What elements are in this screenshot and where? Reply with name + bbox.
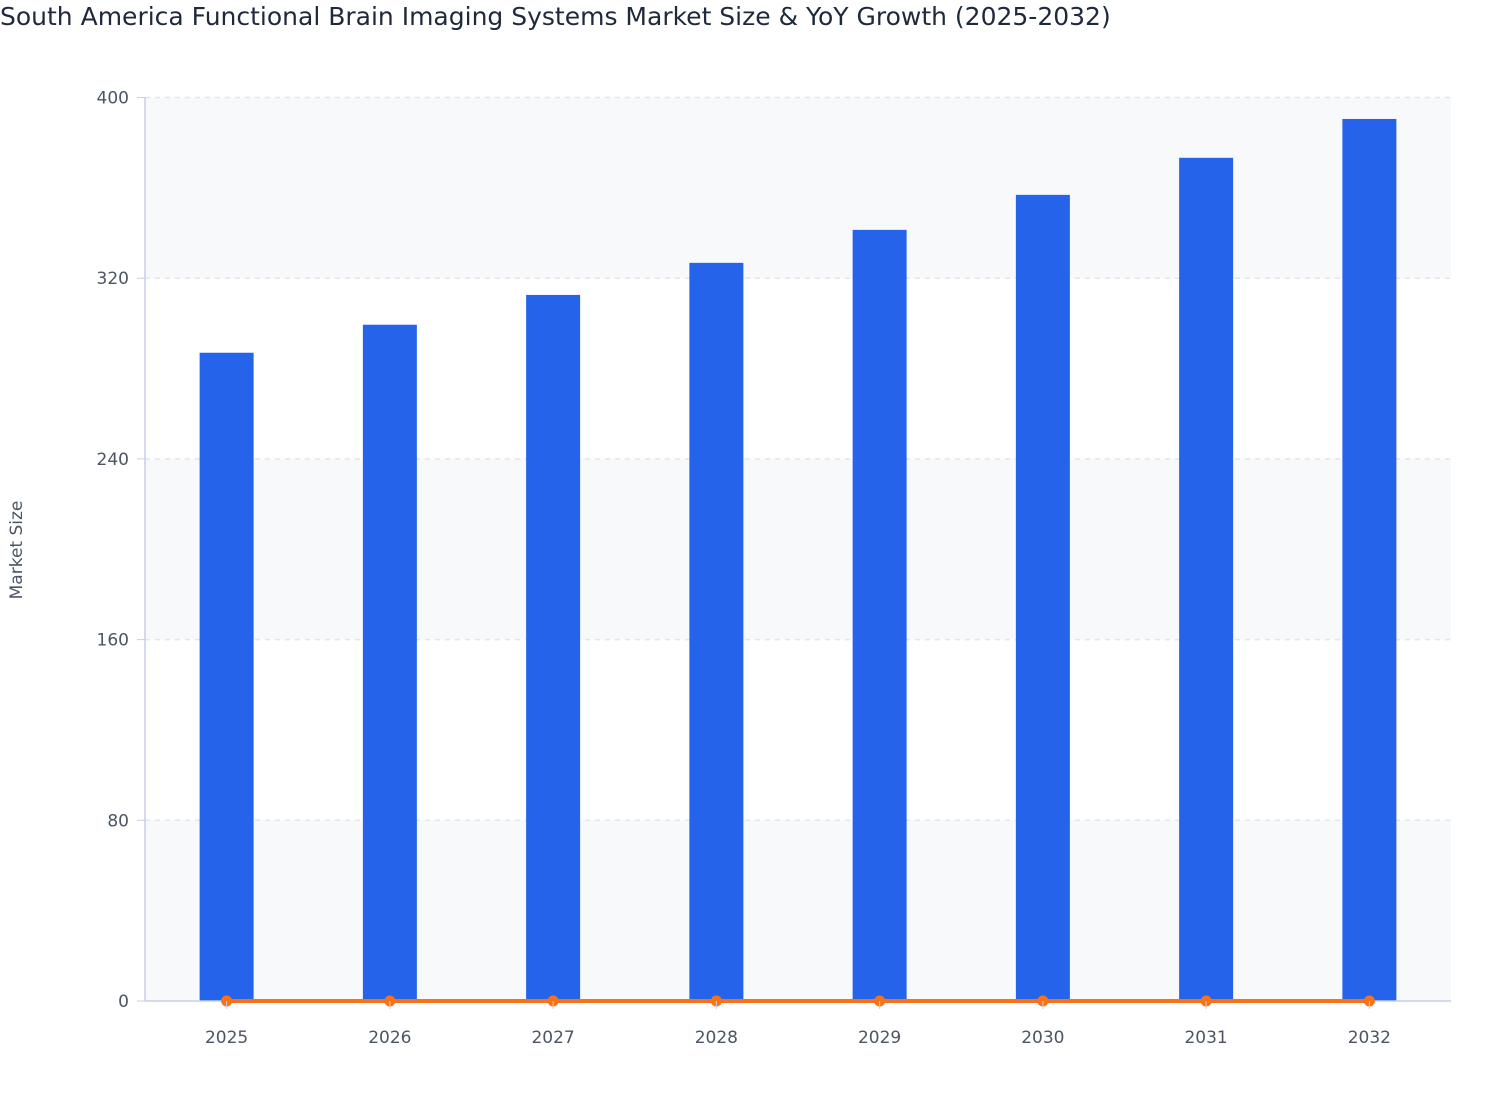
y-tick-label: 400 bbox=[97, 89, 129, 109]
y-tick-label: 80 bbox=[107, 811, 129, 831]
x-tick-label: 2031 bbox=[1184, 1028, 1227, 1048]
x-tick-label: 2026 bbox=[368, 1028, 411, 1048]
bar-2029 bbox=[852, 229, 907, 1002]
x-tick-label: 2027 bbox=[531, 1028, 574, 1048]
chart-title: South America Functional Brain Imaging S… bbox=[0, 2, 1111, 31]
grid-band bbox=[145, 97, 1451, 279]
grid-band bbox=[145, 458, 1451, 640]
bar-2027 bbox=[526, 294, 581, 1001]
y-tick-label: 240 bbox=[97, 450, 129, 470]
x-tick-label: 2029 bbox=[858, 1028, 901, 1048]
bar-2030 bbox=[1015, 194, 1070, 1002]
bar-2026 bbox=[362, 324, 417, 1002]
y-tick-label: 0 bbox=[118, 992, 129, 1012]
x-tick-label: 2030 bbox=[1021, 1028, 1064, 1048]
x-tick-label: 2025 bbox=[205, 1028, 248, 1048]
y-tick-label: 160 bbox=[97, 631, 129, 651]
bar-2028 bbox=[689, 262, 744, 1001]
y-axis-title: Market Size bbox=[7, 501, 27, 600]
bar-2031 bbox=[1179, 157, 1234, 1002]
x-tick-label: 2032 bbox=[1348, 1028, 1391, 1048]
bar-2025 bbox=[199, 352, 254, 1001]
grid-band bbox=[145, 820, 1451, 1001]
y-tick-label: 320 bbox=[97, 269, 129, 289]
bar-2032 bbox=[1342, 118, 1397, 1001]
x-tick-label: 2028 bbox=[695, 1028, 738, 1048]
